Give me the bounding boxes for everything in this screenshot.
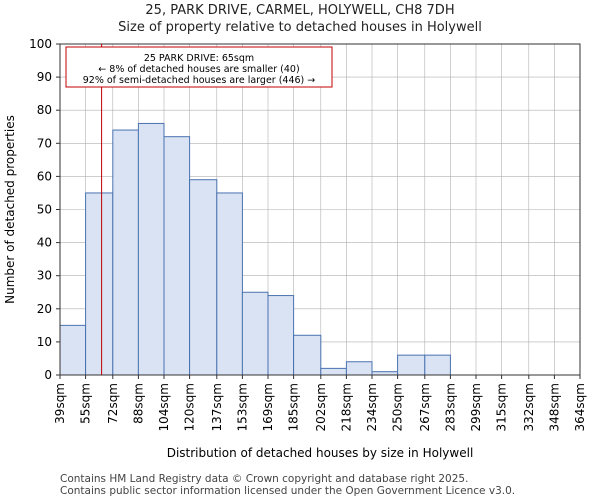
- bar: [293, 334, 322, 376]
- y-tick-label: 50: [37, 203, 52, 217]
- bar: [345, 361, 373, 376]
- y-axis-ticks: 0 10 20 30 40 50 60 70 80 90 100: [29, 37, 60, 382]
- footer-licence: Contains public sector information licen…: [60, 485, 516, 497]
- annotation-line-2: ← 8% of detached houses are smaller (40): [98, 64, 299, 75]
- footer-copyright: Contains HM Land Registry data © Crown c…: [60, 473, 469, 485]
- bar: [189, 179, 218, 376]
- bar: [59, 324, 87, 376]
- annotation-box: 25 PARK DRIVE: 65sqm ← 8% of detached ho…: [65, 46, 333, 88]
- bar: [320, 367, 347, 376]
- x-tick-label: 104sqm: [157, 383, 171, 431]
- bar-chart: 0 10 20 30 40 50 60 70 80 90 100 39sqm 55sqm 72sqm 88…: [3, 37, 587, 460]
- x-tick-label: 364sqm: [573, 383, 587, 431]
- x-tick-label: 267sqm: [418, 383, 432, 431]
- bar: [241, 291, 269, 376]
- bars: [59, 122, 451, 376]
- x-tick-label: 315sqm: [495, 383, 509, 431]
- bar: [424, 354, 451, 376]
- x-tick-label: 299sqm: [469, 383, 483, 431]
- x-tick-label: 120sqm: [183, 383, 197, 431]
- y-tick-label: 40: [37, 236, 52, 250]
- x-tick-label: 348sqm: [547, 383, 561, 431]
- x-tick-label: 283sqm: [443, 383, 457, 431]
- annotation-line-1: 25 PARK DRIVE: 65sqm: [144, 53, 254, 64]
- bar: [216, 192, 243, 376]
- bar: [137, 122, 165, 376]
- x-axis-label: Distribution of detached houses by size …: [167, 446, 474, 460]
- x-tick-label: 39sqm: [53, 383, 67, 424]
- x-tick-label: 153sqm: [235, 383, 249, 431]
- bar: [397, 354, 426, 376]
- bar: [85, 192, 114, 376]
- bar: [163, 136, 191, 376]
- x-tick-label: 250sqm: [391, 383, 405, 431]
- x-tick-label: 88sqm: [131, 383, 145, 424]
- y-tick-label: 30: [37, 269, 52, 283]
- x-axis-ticks: 39sqm 55sqm 72sqm 88sqm 104sqm 120sqm 137sqm 15…: [53, 375, 587, 431]
- y-tick-label: 70: [37, 136, 52, 150]
- annotation-line-3: 92% of semi-detached houses are larger (…: [83, 75, 316, 86]
- annotation-frame: [65, 46, 333, 88]
- x-tick-label: 202sqm: [314, 383, 328, 431]
- y-tick-label: 0: [44, 368, 52, 382]
- y-tick-label: 60: [37, 169, 52, 183]
- y-tick-label: 10: [37, 335, 52, 349]
- x-tick-label: 332sqm: [522, 383, 536, 431]
- bar: [112, 129, 139, 376]
- y-tick-label: 90: [37, 70, 52, 84]
- x-tick-label: 234sqm: [365, 383, 379, 431]
- y-axis-label: Number of detached properties: [3, 115, 17, 304]
- y-tick-label: 20: [37, 302, 52, 316]
- x-tick-label: 55sqm: [79, 383, 93, 424]
- x-tick-label: 72sqm: [106, 383, 120, 424]
- x-tick-label: 169sqm: [261, 383, 275, 431]
- x-tick-label: 137sqm: [210, 383, 224, 431]
- y-tick-label: 100: [29, 37, 52, 51]
- x-tick-label: 218sqm: [339, 383, 353, 431]
- x-tick-label: 185sqm: [287, 383, 301, 431]
- chart-subtitle: Size of property relative to detached ho…: [118, 20, 482, 35]
- y-tick-label: 80: [37, 103, 52, 117]
- chart-title: 25, PARK DRIVE, CARMEL, HOLYWELL, CH8 7D…: [145, 3, 455, 18]
- bar: [267, 295, 295, 376]
